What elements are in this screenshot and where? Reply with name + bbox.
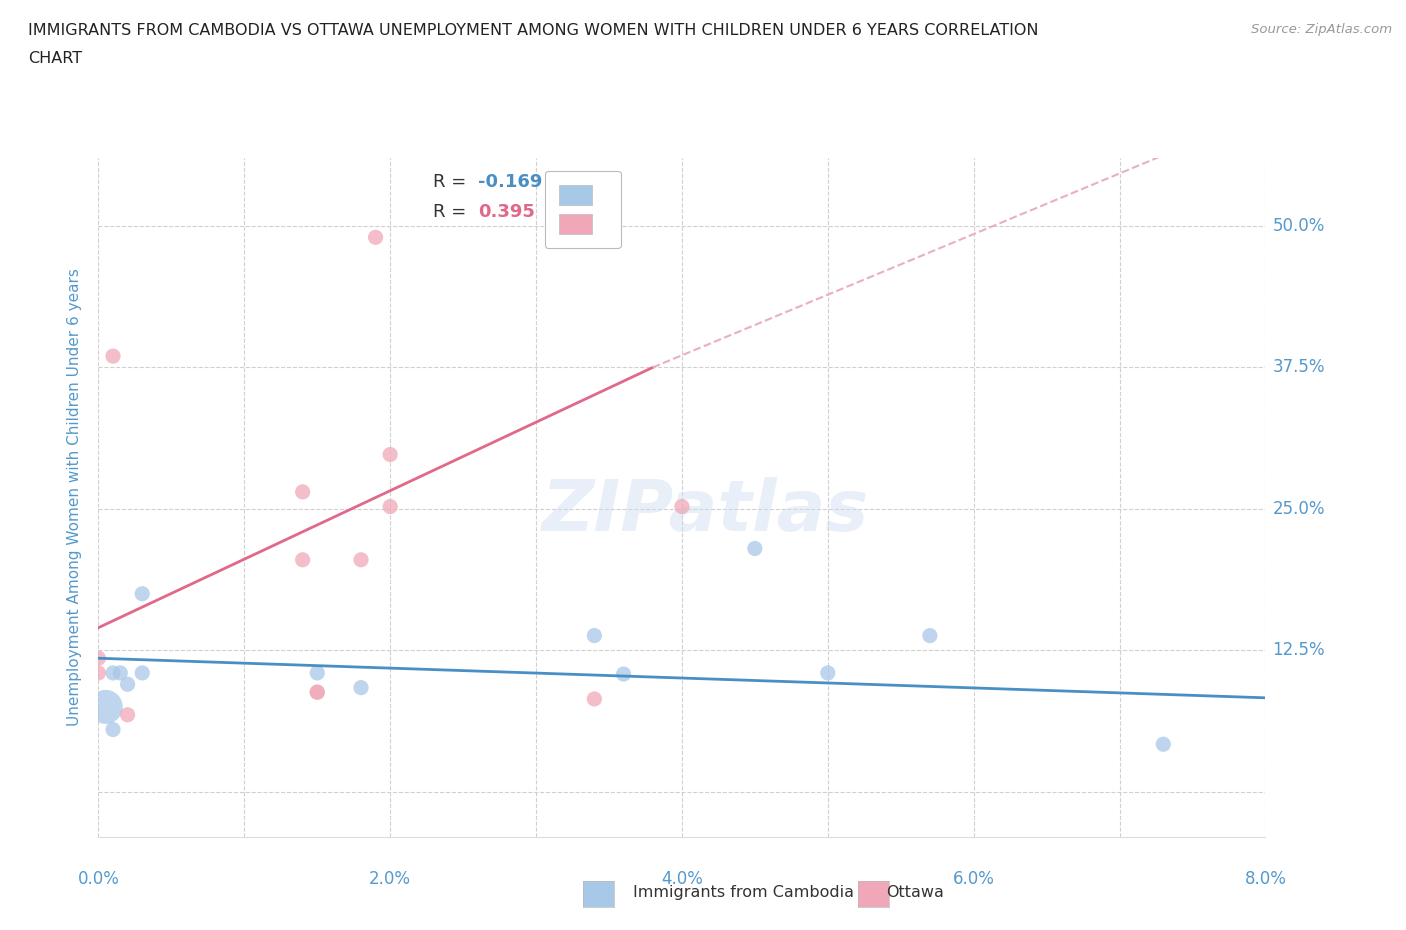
Text: N =: N =: [548, 173, 599, 191]
Text: 0.395: 0.395: [478, 204, 534, 221]
Text: Ottawa: Ottawa: [886, 885, 943, 900]
Text: 25.0%: 25.0%: [1272, 499, 1324, 518]
Point: [583, 692, 606, 707]
Point: [131, 586, 153, 601]
Point: [1152, 737, 1174, 751]
Text: ZIPatlas: ZIPatlas: [541, 477, 869, 546]
Text: 0.0%: 0.0%: [77, 870, 120, 887]
Text: 37.5%: 37.5%: [1272, 358, 1324, 377]
Point: [744, 541, 766, 556]
Point: [378, 499, 402, 514]
Text: R =: R =: [433, 204, 478, 221]
Point: [101, 722, 124, 737]
Y-axis label: Unemployment Among Women with Children Under 6 years: Unemployment Among Women with Children U…: [67, 269, 83, 726]
Point: [117, 708, 139, 723]
Point: [817, 666, 839, 681]
Text: 50.0%: 50.0%: [1272, 217, 1324, 235]
Point: [87, 651, 110, 666]
Text: 14: 14: [589, 204, 614, 221]
Text: 4.0%: 4.0%: [661, 870, 703, 887]
Point: [307, 684, 329, 699]
Point: [307, 684, 329, 699]
Legend: , : ,: [544, 170, 620, 248]
Point: [110, 666, 132, 681]
Text: 8.0%: 8.0%: [1244, 870, 1286, 887]
Point: [291, 552, 314, 567]
Text: N =: N =: [548, 204, 599, 221]
Point: [364, 230, 387, 245]
Point: [918, 628, 941, 643]
Point: [583, 628, 606, 643]
Point: [117, 677, 139, 692]
Point: [101, 666, 124, 681]
Text: IMMIGRANTS FROM CAMBODIA VS OTTAWA UNEMPLOYMENT AMONG WOMEN WITH CHILDREN UNDER : IMMIGRANTS FROM CAMBODIA VS OTTAWA UNEMP…: [28, 23, 1039, 38]
Point: [94, 699, 117, 714]
Text: -0.169: -0.169: [478, 173, 543, 191]
Text: 12.5%: 12.5%: [1272, 642, 1324, 659]
Point: [87, 666, 110, 681]
Text: 15: 15: [589, 173, 614, 191]
Text: R =: R =: [433, 173, 472, 191]
Point: [671, 499, 693, 514]
Point: [131, 666, 153, 681]
Text: 6.0%: 6.0%: [953, 870, 994, 887]
Text: 2.0%: 2.0%: [370, 870, 411, 887]
Point: [291, 485, 314, 499]
Point: [101, 349, 124, 364]
Point: [307, 666, 329, 681]
Point: [350, 552, 373, 567]
Text: Immigrants from Cambodia: Immigrants from Cambodia: [633, 885, 853, 900]
Text: CHART: CHART: [28, 51, 82, 66]
Text: Source: ZipAtlas.com: Source: ZipAtlas.com: [1251, 23, 1392, 36]
Point: [378, 447, 402, 462]
Point: [612, 667, 634, 682]
Point: [350, 680, 373, 695]
